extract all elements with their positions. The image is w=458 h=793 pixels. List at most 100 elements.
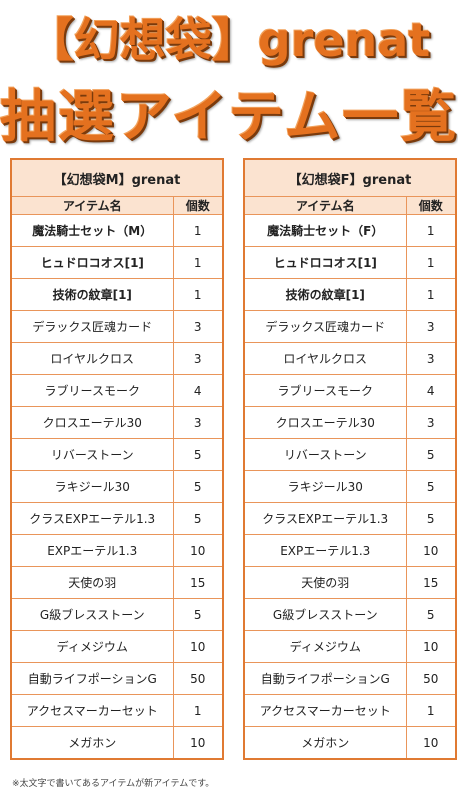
- item-count: 10: [405, 630, 457, 663]
- item-count: 1: [172, 246, 224, 279]
- table-row: ラブリースモーク 4: [243, 374, 457, 407]
- item-count: 1: [172, 694, 224, 727]
- item-name: ディメジウム: [10, 630, 174, 663]
- item-count: 15: [405, 566, 457, 599]
- item-name: 魔法騎士セット（F）: [243, 214, 407, 247]
- item-name: クラスEXPエーテル1.3: [243, 502, 407, 535]
- item-count: 50: [405, 662, 457, 695]
- item-table-f: 【幻想袋F】grenat アイテム名 個数 魔法騎士セット（F） 1 ヒュドロコオス…: [243, 158, 457, 760]
- item-name: ヒュドロコオス[1]: [243, 246, 407, 279]
- column-count: 個数: [405, 196, 457, 215]
- table-row: クラスEXPエーテル1.3 5: [10, 502, 224, 535]
- table-row: 技術の紋章[1] 1: [243, 278, 457, 311]
- item-name: ラブリースモーク: [243, 374, 407, 407]
- item-count: 4: [405, 374, 457, 407]
- title-line-1: 【幻想袋】grenat: [27, 13, 431, 67]
- item-name: 魔法騎士セット（M）: [10, 214, 174, 247]
- item-count: 1: [405, 214, 457, 247]
- item-count: 15: [172, 566, 224, 599]
- item-count: 1: [172, 214, 224, 247]
- table-header-m: 【幻想袋M】grenat: [10, 158, 224, 197]
- table-row: クラスEXPエーテル1.3 5: [243, 502, 457, 535]
- table-body-m: 魔法騎士セット（M） 1 ヒュドロコオス[1] 1 技術の紋章[1] 1 デラックス匠魂カー…: [10, 214, 224, 760]
- table-row: G級ブレスストーン 5: [243, 598, 457, 631]
- table-row: ディメジウム 10: [243, 630, 457, 663]
- column-count: 個数: [172, 196, 224, 215]
- table-row: リバーストーン 5: [243, 438, 457, 471]
- item-name: ディメジウム: [243, 630, 407, 663]
- table-row: 自動ライフポーションG 50: [10, 662, 224, 695]
- item-name: ラブリースモーク: [10, 374, 174, 407]
- item-count: 1: [405, 278, 457, 311]
- table-row: 自動ライフポーションG 50: [243, 662, 457, 695]
- item-count: 1: [405, 694, 457, 727]
- table-row: アクセスマーカーセット 1: [10, 694, 224, 727]
- item-count: 1: [405, 246, 457, 279]
- item-count: 3: [172, 310, 224, 343]
- item-name: リバーストーン: [10, 438, 174, 471]
- table-row: ラキジール30 5: [10, 470, 224, 503]
- item-count: 3: [172, 406, 224, 439]
- item-name: G級ブレスストーン: [243, 598, 407, 631]
- table-row: EXPエーテル1.3 10: [243, 534, 457, 567]
- footnote: ※太文字で書いてあるアイテムが新アイテムです。: [12, 779, 215, 789]
- item-name: メガホン: [10, 726, 174, 760]
- item-name: デラックス匠魂カード: [10, 310, 174, 343]
- item-name: G級ブレスストーン: [10, 598, 174, 631]
- item-name: EXPエーテル1.3: [10, 534, 174, 567]
- table-row: 魔法騎士セット（F） 1: [243, 214, 457, 247]
- item-name: 技術の紋章[1]: [243, 278, 407, 311]
- item-name: 自動ライフポーションG: [243, 662, 407, 695]
- item-name: アクセスマーカーセット: [10, 694, 174, 727]
- item-name: EXPエーテル1.3: [243, 534, 407, 567]
- table-row: クロスエーテル30 3: [10, 406, 224, 439]
- table-row: メガホン 10: [243, 726, 457, 760]
- table-row: デラックス匠魂カード 3: [243, 310, 457, 343]
- item-count: 3: [405, 310, 457, 343]
- item-count: 1: [172, 278, 224, 311]
- item-table-m: 【幻想袋M】grenat アイテム名 個数 魔法騎士セット（M） 1 ヒュドロコオス…: [10, 158, 224, 760]
- table-row: 技術の紋章[1] 1: [10, 278, 224, 311]
- item-count: 10: [172, 726, 224, 760]
- item-name: 自動ライフポーションG: [10, 662, 174, 695]
- item-count: 3: [172, 342, 224, 375]
- table-row: メガホン 10: [10, 726, 224, 760]
- table-row: リバーストーン 5: [10, 438, 224, 471]
- item-name: ヒュドロコオス[1]: [10, 246, 174, 279]
- item-count: 10: [172, 534, 224, 567]
- item-count: 5: [405, 502, 457, 535]
- table-row: ロイヤルクロス 3: [243, 342, 457, 375]
- table-header-f: 【幻想袋F】grenat: [243, 158, 457, 197]
- column-item-name: アイテム名: [10, 196, 174, 215]
- item-count: 10: [405, 726, 457, 760]
- item-count: 3: [405, 342, 457, 375]
- item-count: 5: [172, 438, 224, 471]
- item-name: クロスエーテル30: [243, 406, 407, 439]
- item-name: デラックス匠魂カード: [243, 310, 407, 343]
- item-count: 5: [405, 438, 457, 471]
- item-name: 天使の羽: [243, 566, 407, 599]
- item-count: 5: [172, 470, 224, 503]
- table-row: 天使の羽 15: [243, 566, 457, 599]
- item-count: 5: [405, 470, 457, 503]
- item-count: 3: [405, 406, 457, 439]
- table-row: ロイヤルクロス 3: [10, 342, 224, 375]
- item-count: 4: [172, 374, 224, 407]
- item-name: ロイヤルクロス: [243, 342, 407, 375]
- item-name: ロイヤルクロス: [10, 342, 174, 375]
- item-name: ラキジール30: [10, 470, 174, 503]
- item-count: 5: [172, 502, 224, 535]
- table-row: G級ブレスストーン 5: [10, 598, 224, 631]
- item-count: 50: [172, 662, 224, 695]
- table-row: ディメジウム 10: [10, 630, 224, 663]
- item-name: アクセスマーカーセット: [243, 694, 407, 727]
- item-name: クロスエーテル30: [10, 406, 174, 439]
- item-count: 5: [405, 598, 457, 631]
- column-item-name: アイテム名: [243, 196, 407, 215]
- table-row: EXPエーテル1.3 10: [10, 534, 224, 567]
- table-row: ラキジール30 5: [243, 470, 457, 503]
- item-count: 10: [172, 630, 224, 663]
- item-count: 5: [172, 598, 224, 631]
- item-name: ラキジール30: [243, 470, 407, 503]
- table-row: ヒュドロコオス[1] 1: [243, 246, 457, 279]
